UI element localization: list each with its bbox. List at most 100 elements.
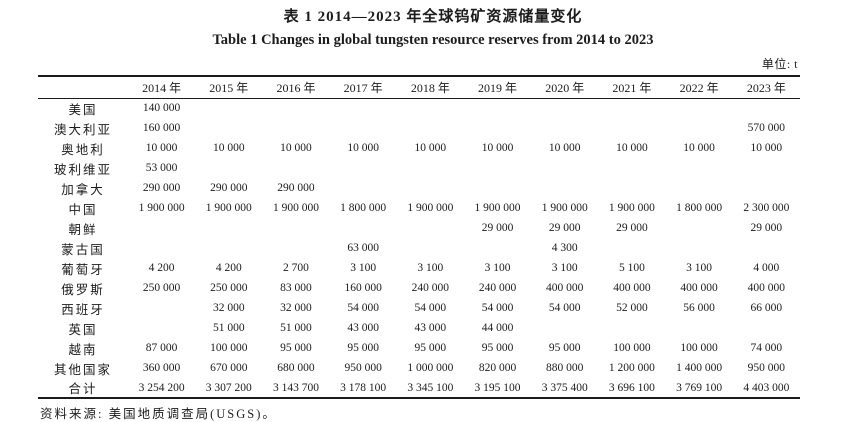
value-cell: 3 100 (417, 262, 444, 274)
value-cell (397, 158, 464, 178)
value-cell: 1 900 000 (407, 202, 454, 214)
country-label: 中国 (68, 202, 98, 217)
value-cell: 95 000 (414, 342, 447, 354)
value-cell (128, 298, 195, 318)
table-body: 美国 140 000 澳大利亚 160 000 570 000 奥地利 10 000 10 0… (38, 98, 800, 398)
value-cell: 100 000 (613, 342, 651, 354)
value-cell: 2 700 (283, 262, 309, 274)
value-cell: 100 000 (210, 342, 248, 354)
value-cell (464, 98, 531, 118)
value-cell: 4 200 (215, 262, 242, 274)
value-cell (666, 118, 733, 138)
table-caption-zh: 表 1 2014—2023 年全球钨矿资源储量变化 (283, 9, 583, 25)
value-cell: 10 000 (145, 142, 178, 154)
value-cell: 400 000 (680, 282, 718, 294)
value-cell: 29 000 (616, 222, 648, 234)
country-label: 越南 (68, 342, 98, 357)
value-cell: 1 200 000 (608, 362, 655, 374)
value-cell: 87 000 (145, 342, 178, 354)
value-cell (531, 98, 598, 118)
country-label: 合计 (68, 382, 98, 396)
value-cell: 29 000 (481, 222, 514, 234)
value-cell: 3 254 200 (138, 381, 185, 394)
corner-cell (38, 76, 128, 98)
year-column-header: 2015 年 (209, 80, 249, 95)
value-cell (330, 98, 397, 118)
value-cell: 10 000 (414, 142, 447, 154)
country-label: 蒙古国 (61, 242, 105, 257)
value-cell (598, 98, 665, 118)
country-label: 美国 (68, 102, 98, 117)
value-cell (666, 158, 733, 178)
value-cell: 56 000 (683, 302, 715, 314)
value-cell: 1 900 000 (138, 202, 185, 214)
value-cell (598, 118, 665, 138)
value-cell: 83 000 (280, 282, 312, 294)
value-cell: 570 000 (747, 122, 786, 134)
value-cell (464, 158, 531, 178)
value-cell (128, 318, 195, 338)
country-label: 加拿大 (61, 182, 105, 197)
value-cell: 51 000 (280, 322, 312, 334)
table-row: 中国 1 900 000 1 900 000 1 900 000 1 800 000 1 … (38, 198, 800, 218)
value-cell: 1 800 000 (340, 202, 387, 214)
year-column-header: 2023 年 (746, 80, 786, 95)
value-cell: 100 000 (680, 342, 718, 354)
value-cell (397, 218, 464, 238)
value-cell: 10 000 (481, 142, 514, 154)
table-caption-en: Table 1 Changes in global tungsten resou… (212, 32, 654, 48)
value-cell (464, 118, 531, 138)
value-cell (262, 238, 329, 258)
value-cell (531, 118, 598, 138)
reserves-table: 2014 年 2015 年 2016 年 2017 年 2018 年 2019 年 2020… (38, 75, 800, 399)
value-cell (397, 98, 464, 118)
value-cell: 400 000 (613, 282, 651, 294)
value-cell (128, 238, 195, 258)
value-cell: 54 000 (548, 302, 581, 314)
value-cell (330, 178, 397, 198)
value-cell: 10 000 (683, 142, 715, 154)
value-cell (733, 158, 800, 178)
value-cell: 5 100 (618, 262, 645, 274)
value-cell: 3 769 100 (676, 381, 723, 394)
value-cell: 3 307 200 (205, 381, 252, 394)
value-cell: 1 000 000 (407, 362, 454, 374)
value-cell (330, 158, 397, 178)
value-cell (733, 178, 800, 198)
value-cell: 10 000 (280, 142, 312, 154)
value-cell (397, 238, 464, 258)
value-cell (733, 238, 800, 258)
value-cell: 2 300 000 (743, 202, 790, 214)
table-row: 澳大利亚 160 000 570 000 (38, 118, 800, 138)
table-row: 葡萄牙 4 200 4 200 2 700 3 100 3 100 3 100 3 100 5 … (38, 258, 800, 278)
value-cell (195, 98, 262, 118)
country-label: 其他国家 (53, 362, 112, 377)
value-cell: 290 000 (277, 182, 315, 194)
value-cell (733, 98, 800, 118)
value-cell: 63 000 (347, 242, 379, 254)
value-cell (598, 178, 665, 198)
value-cell: 670 000 (210, 362, 248, 374)
value-cell (262, 98, 329, 118)
year-column-header: 2017 年 (343, 80, 383, 95)
value-cell: 140 000 (142, 102, 181, 115)
value-cell: 44 000 (481, 322, 514, 334)
header-row: 2014 年 2015 年 2016 年 2017 年 2018 年 2019 年 2020… (38, 76, 800, 98)
value-cell: 400 000 (546, 282, 584, 294)
value-cell: 240 000 (411, 282, 450, 294)
country-label: 朝鲜 (68, 222, 98, 237)
value-cell: 3 100 (686, 262, 713, 274)
value-cell (195, 238, 262, 258)
value-cell: 4 200 (148, 262, 175, 274)
value-cell (397, 178, 464, 198)
value-cell (330, 118, 397, 138)
value-cell: 880 000 (546, 362, 584, 374)
value-cell: 10 000 (347, 142, 379, 154)
country-label: 英国 (68, 322, 98, 337)
country-label: 玻利维亚 (53, 162, 112, 177)
value-cell (330, 218, 397, 238)
value-cell: 95 000 (280, 342, 312, 354)
table-row: 奥地利 10 000 10 000 10 000 10 000 10 000 10 000 1… (38, 138, 800, 158)
value-cell: 3 195 100 (474, 381, 521, 394)
